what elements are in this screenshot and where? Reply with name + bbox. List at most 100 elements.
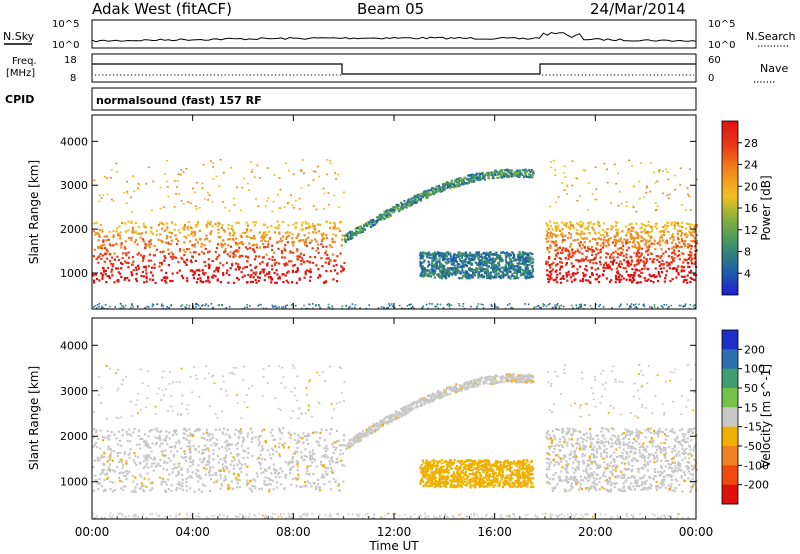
scatter-point — [287, 463, 290, 466]
scatter-point — [605, 252, 608, 255]
scatter-point — [676, 229, 679, 232]
scatter-point — [650, 453, 654, 456]
scatter-point — [183, 223, 187, 227]
scatter-point — [557, 196, 560, 198]
scatter-point — [328, 432, 331, 435]
scatter-point — [553, 222, 556, 225]
scatter-point — [114, 306, 116, 308]
scatter-point — [471, 175, 474, 178]
scatter-point — [474, 261, 477, 264]
scatter-point — [296, 258, 299, 261]
scatter-point — [331, 237, 334, 240]
scatter-point — [224, 433, 227, 436]
scatter-point — [508, 252, 511, 256]
scatter-point — [235, 249, 238, 252]
scatter-point — [162, 304, 165, 307]
scatter-point — [646, 246, 649, 249]
scatter-point — [672, 260, 675, 263]
scatter-point — [567, 270, 570, 273]
scatter-point — [220, 243, 223, 246]
scatter-point — [663, 229, 666, 232]
scatter-point — [565, 224, 568, 227]
scatter-point — [95, 257, 98, 261]
scatter-point — [226, 467, 229, 470]
scatter-point — [435, 185, 438, 188]
scatter-point — [386, 209, 389, 212]
scatter-point — [92, 274, 95, 277]
scatter-point — [427, 264, 430, 267]
scatter-point — [626, 231, 629, 234]
scatter-point — [246, 229, 249, 232]
scatter-point — [625, 457, 628, 460]
scatter-point — [272, 463, 275, 466]
scatter-point — [644, 261, 647, 264]
scatter-point — [191, 471, 194, 474]
scatter-point — [167, 488, 170, 491]
scatter-point — [205, 448, 208, 451]
scatter-point — [575, 447, 578, 450]
scatter-point — [581, 453, 584, 456]
scatter-point — [341, 238, 344, 241]
scatter-point — [325, 245, 328, 248]
scatter-point — [124, 260, 127, 263]
scatter-point — [222, 228, 225, 232]
scatter-point — [216, 256, 219, 259]
scatter-point — [615, 239, 619, 243]
scatter-point — [642, 446, 645, 449]
scatter-point — [141, 256, 145, 259]
scatter-point — [277, 446, 281, 449]
scatter-point — [602, 246, 605, 249]
scatter-point — [128, 470, 131, 473]
scatter-point — [566, 249, 569, 252]
scatter-point — [494, 276, 498, 279]
scatter-point — [117, 443, 120, 446]
scatter-point — [142, 484, 145, 487]
scatter-point — [98, 235, 101, 238]
scatter-point — [335, 458, 338, 461]
scatter-point — [446, 269, 449, 273]
scatter-point — [628, 264, 631, 267]
scatter-point — [255, 246, 258, 249]
scatter-point — [202, 280, 205, 284]
scatter-point — [266, 264, 269, 267]
scatter-point — [319, 275, 322, 278]
scatter-point — [175, 242, 179, 245]
scatter-point — [195, 468, 198, 471]
scatter-point — [633, 488, 637, 491]
cpid-panel-frame — [91, 87, 697, 111]
scatter-point — [683, 305, 685, 307]
scatter-point — [110, 256, 114, 259]
scatter-point — [531, 253, 534, 256]
scatter-point — [218, 185, 221, 187]
scatter-point — [153, 458, 156, 461]
scatter-point — [456, 255, 459, 258]
scatter-point — [468, 181, 471, 184]
scatter-point — [160, 269, 163, 272]
scatter-point — [191, 255, 194, 258]
scatter-point — [423, 271, 426, 274]
scatter-point — [330, 270, 333, 273]
scatter-point — [243, 177, 246, 180]
scatter-point — [217, 228, 220, 231]
scatter-point — [187, 220, 190, 224]
scatter-point — [663, 280, 666, 283]
scatter-point — [603, 471, 606, 474]
scatter-point — [515, 272, 519, 275]
scatter-point — [456, 179, 460, 182]
scatter-point — [546, 248, 549, 251]
scatter-point — [500, 275, 503, 279]
scatter-point — [189, 460, 192, 464]
scatter-point — [663, 304, 665, 306]
scatter-point — [459, 272, 462, 275]
scatter-point — [276, 220, 279, 223]
scatter-point — [483, 268, 486, 271]
scatter-point — [339, 453, 342, 456]
scatter-point — [278, 306, 280, 308]
scatter-point — [580, 305, 582, 307]
scatter-point — [638, 303, 640, 306]
scatter-point — [527, 175, 530, 178]
scatter-point — [241, 254, 244, 257]
scatter-point — [177, 470, 180, 473]
scatter-point — [592, 228, 595, 231]
scatter-point — [286, 231, 289, 234]
